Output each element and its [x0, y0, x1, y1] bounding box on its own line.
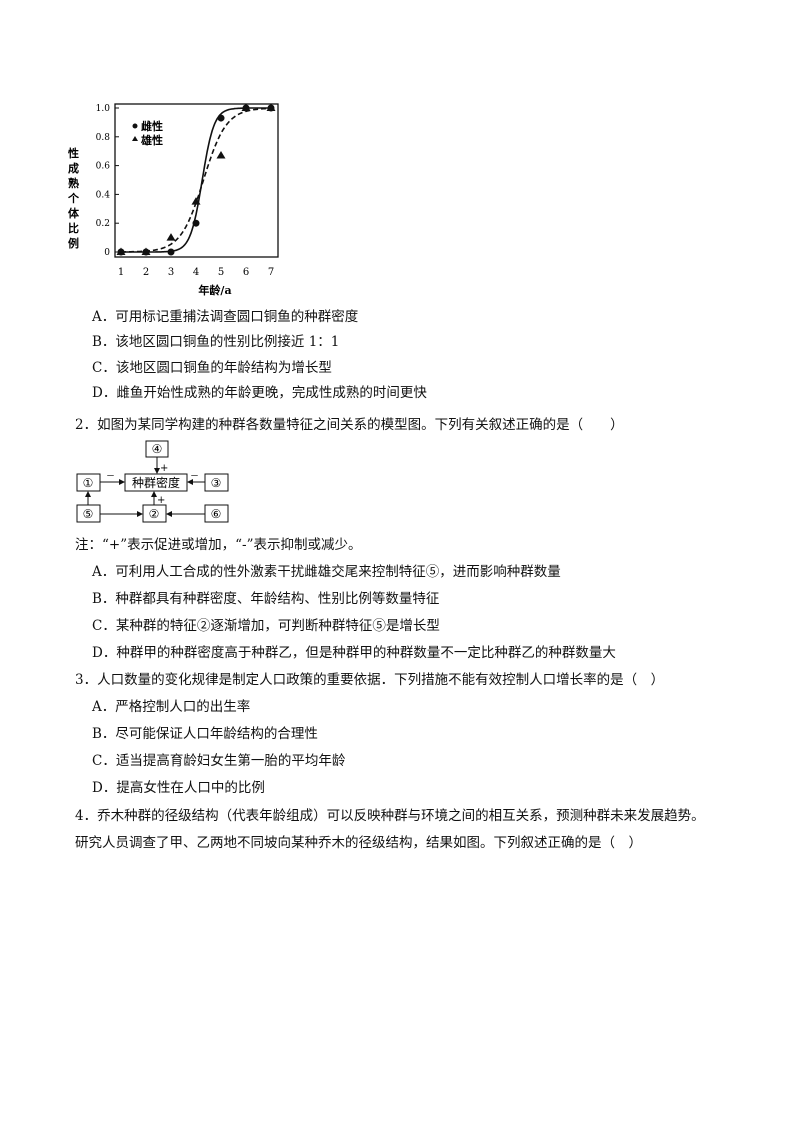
female-point — [192, 219, 200, 227]
plus-label: + — [160, 463, 168, 474]
male-point — [241, 103, 251, 111]
q3-option-b[interactable]: B．尽可能保证人口年龄结构的合理性 — [92, 726, 318, 742]
q4-stem-line1: 4．乔木种群的径级结构（代表年龄组成）可以反映种群与环境之间的相互关系，预测种群… — [75, 808, 705, 824]
male-point — [191, 197, 201, 205]
x-tick-label: 2 — [143, 267, 149, 278]
male-point — [166, 233, 176, 241]
population-model-diagram: ④ ① 种群密度 ③ ⑤ ② ⑥ + + － － — [76, 440, 229, 523]
q2-option-c[interactable]: C．某种群的特征②逐渐增加，可判断种群特征⑤是增长型 — [92, 618, 440, 634]
q3-option-d[interactable]: D．提高女性在人口中的比例 — [92, 780, 265, 796]
q2-option-d[interactable]: D．种群甲的种群密度高于种群乙，但是种群甲的种群数量不一定比种群乙的种群数量大 — [92, 645, 616, 661]
male-point — [141, 247, 151, 255]
legend-male-marker — [132, 136, 138, 141]
node-2: ② — [149, 507, 160, 521]
minus-label: － — [106, 472, 115, 482]
female-point — [167, 248, 175, 256]
y-tick-label: 0.6 — [96, 162, 111, 172]
node-3: ③ — [211, 476, 222, 490]
q3-option-c[interactable]: C．适当提高育龄妇女生第一胎的平均年龄 — [92, 753, 346, 769]
male-point — [266, 103, 276, 111]
y-tick-label: 0.8 — [96, 133, 111, 143]
q1-option-c[interactable]: C．该地区圆口铜鱼的年龄结构为增长型 — [92, 360, 332, 376]
q2-option-b[interactable]: B．种群都具有种群密度、年龄结构、性别比例等数量特征 — [92, 591, 440, 607]
x-tick-label: 3 — [168, 267, 174, 278]
q4-stem-line2: 研究人员调查了甲、乙两地不同坡向某种乔木的径级结构，结果如图。下列叙述正确的是（… — [75, 835, 642, 851]
y-tick-label: 0 — [104, 248, 110, 258]
male-point — [216, 151, 226, 159]
node-5: ⑤ — [83, 507, 94, 521]
q3-stem: 3．人口数量的变化规律是制定人口政策的重要依据．下列措施不能有效控制人口增长率的… — [75, 672, 665, 688]
plus-label: + — [157, 495, 165, 506]
legend-label: 雄性 — [140, 133, 163, 147]
q3-option-a[interactable]: A．严格控制人口的出生率 — [92, 699, 251, 715]
x-tick-label: 5 — [218, 267, 224, 278]
q1-option-a[interactable]: A．可用标记重捕法调查圆口铜鱼的种群密度 — [92, 309, 359, 325]
node-4: ④ — [152, 442, 163, 456]
node-6: ⑥ — [211, 507, 222, 521]
node-density: 种群密度 — [132, 475, 180, 490]
y-tick-label: 0.4 — [96, 190, 111, 200]
y-axis-label: 性成熟个体比例 — [67, 146, 80, 250]
q1-option-d[interactable]: D．雌鱼开始性成熟的年龄更晚，完成性成熟的时间更快 — [92, 385, 427, 401]
node-1: ① — [83, 476, 94, 490]
minus-label: － — [190, 472, 199, 482]
q2-stem: 2．如图为某同学构建的种群各数量特征之间关系的模型图。下列有关叙述正确的是（ ） — [75, 417, 624, 433]
legend-label: 雌性 — [141, 119, 163, 133]
plot-frame — [114, 103, 279, 258]
male-point — [116, 247, 126, 255]
x-tick-label: 7 — [268, 267, 274, 278]
x-tick-label: 1 — [118, 267, 124, 278]
female-point — [217, 114, 225, 122]
y-tick-label: 0.2 — [96, 219, 110, 229]
q2-option-a[interactable]: A．可利用人工合成的性外激素干扰雌雄交尾来控制特征⑤，进而影响种群数量 — [92, 564, 561, 580]
x-tick-label: 6 — [243, 267, 249, 278]
q1-option-b[interactable]: B．该地区圆口铜鱼的性别比例接近 1：1 — [92, 334, 340, 350]
q2-note: 注：“+”表示促进或增加，“-”表示抑制或减少。 — [75, 537, 362, 553]
x-axis-label: 年龄/a — [198, 283, 231, 297]
legend-female-marker — [132, 123, 138, 129]
x-tick-label: 4 — [193, 267, 199, 278]
y-tick-label: 1.0 — [96, 104, 111, 114]
